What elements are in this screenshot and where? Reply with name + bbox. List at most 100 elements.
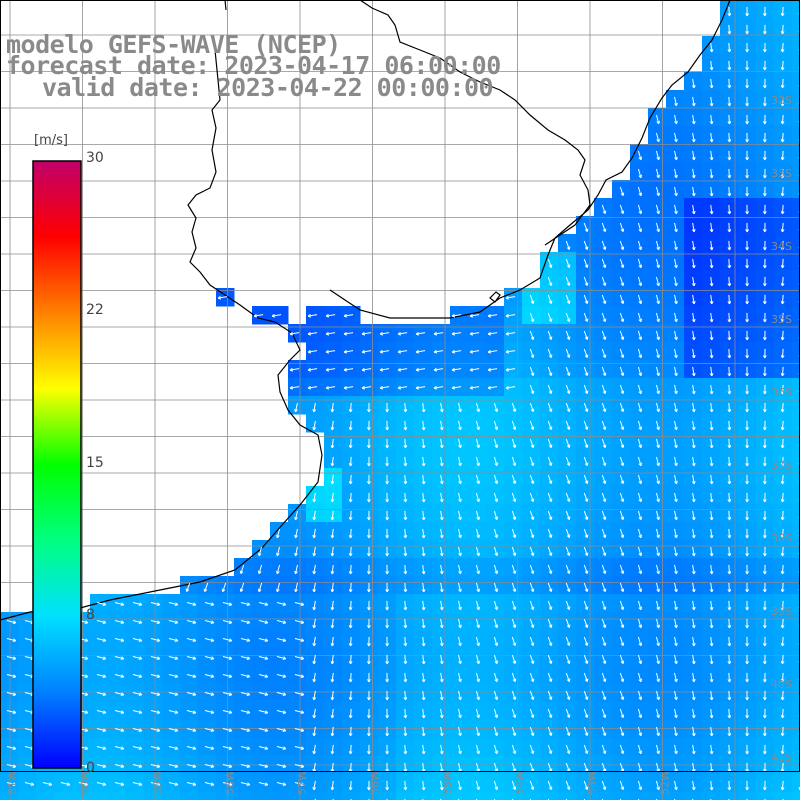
wind-arrow [565, 672, 571, 682]
wind-arrow [709, 132, 714, 143]
wind-arrow [367, 438, 371, 449]
wind-arrow [583, 564, 589, 574]
wind-arrow [325, 367, 336, 372]
wind-arrow [204, 673, 215, 678]
wind-arrow [239, 582, 245, 593]
wind-cell [792, 18, 800, 37]
wind-cell [126, 792, 145, 800]
wind-arrow [186, 637, 197, 642]
wind-arrow [385, 438, 390, 449]
wind-cell [792, 468, 800, 487]
wind-arrow [547, 258, 553, 268]
wind-arrow [397, 331, 408, 336]
wind-arrow [439, 582, 444, 593]
wind-arrow [637, 690, 643, 701]
wind-arrow [583, 780, 589, 790]
wind-arrow [674, 474, 678, 485]
wind-arrow [727, 330, 732, 341]
wind-arrow [709, 546, 714, 557]
wind-arrow [727, 600, 732, 611]
wind-cell [144, 792, 163, 800]
wind-arrow [727, 546, 732, 557]
wind-cell [630, 792, 649, 800]
wind-arrow [114, 637, 125, 642]
wind-cell [792, 90, 800, 109]
wind-arrow [511, 474, 517, 485]
wind-arrow [619, 384, 625, 395]
wind-arrow [709, 168, 714, 179]
wind-arrow [619, 348, 625, 359]
wind-arrow [637, 240, 643, 251]
wind-arrow [475, 672, 480, 683]
wind-arrow [762, 204, 767, 215]
wind-arrow [762, 420, 767, 431]
wind-arrow [439, 564, 444, 575]
wind-arrow [403, 726, 408, 737]
wind-arrow [403, 564, 408, 575]
wind-arrow [547, 618, 553, 628]
wind-arrow [385, 402, 390, 413]
wind-arrow [330, 510, 335, 521]
wind-arrow [403, 690, 408, 701]
wind-arrow [348, 402, 353, 413]
wind-arrow [691, 150, 696, 161]
wind-arrow [439, 618, 444, 629]
wind-arrow [762, 6, 767, 17]
wind-arrow [403, 420, 408, 431]
wind-arrow [6, 709, 17, 714]
wind-arrow [565, 384, 571, 394]
wind-arrow [348, 492, 353, 503]
wind-arrow [379, 385, 390, 390]
wind-arrow [583, 510, 589, 520]
wind-cell [792, 774, 800, 793]
wind-arrow [403, 654, 408, 665]
wind-arrow [745, 186, 749, 197]
wind-arrow [565, 312, 571, 322]
wind-arrow [637, 384, 643, 395]
wind-arrow [745, 114, 749, 125]
wind-arrow [132, 637, 143, 642]
wind-arrow [601, 528, 607, 538]
wind-cell [774, 792, 793, 800]
colorbar-tick-0: 0 [86, 760, 95, 776]
wind-arrow [727, 582, 732, 593]
wind-arrow [367, 564, 371, 575]
wind-arrow [727, 672, 732, 683]
wind-arrow [601, 240, 607, 250]
wind-arrow [780, 726, 785, 737]
wind-arrow [294, 402, 298, 413]
wind-arrow [691, 96, 696, 107]
wind-arrow [529, 312, 535, 322]
wind-arrow [307, 385, 318, 390]
wind-arrow [385, 744, 390, 755]
wind-arrow [276, 601, 287, 606]
wind-arrow [367, 456, 371, 467]
wind-arrow [780, 330, 785, 341]
wind-arrow [529, 636, 535, 646]
wind-arrow [709, 78, 714, 89]
longitude-label: 57W [296, 770, 309, 795]
wind-arrow [276, 546, 281, 557]
wind-arrow [421, 672, 426, 683]
wind-arrow [745, 258, 749, 269]
wind-arrow [619, 312, 625, 323]
wind-arrow [6, 763, 17, 768]
wind-arrow [745, 222, 749, 233]
wind-cell [36, 792, 55, 800]
wind-arrow [221, 582, 227, 592]
wind-arrow [727, 96, 732, 107]
wind-arrow [168, 691, 179, 696]
wind-arrow [637, 348, 643, 359]
wind-arrow [240, 691, 251, 696]
wind-arrow [511, 582, 517, 593]
wind-arrow [691, 456, 696, 467]
wind-arrow [186, 619, 197, 624]
wind-arrow [565, 348, 571, 358]
wind-arrow [655, 654, 660, 665]
latitude-label: 40S [771, 678, 792, 691]
wind-arrow [691, 204, 696, 215]
wind-arrow [186, 673, 197, 678]
wind-arrow [114, 655, 125, 660]
wind-arrow [691, 780, 696, 791]
wind-arrow [745, 204, 749, 215]
